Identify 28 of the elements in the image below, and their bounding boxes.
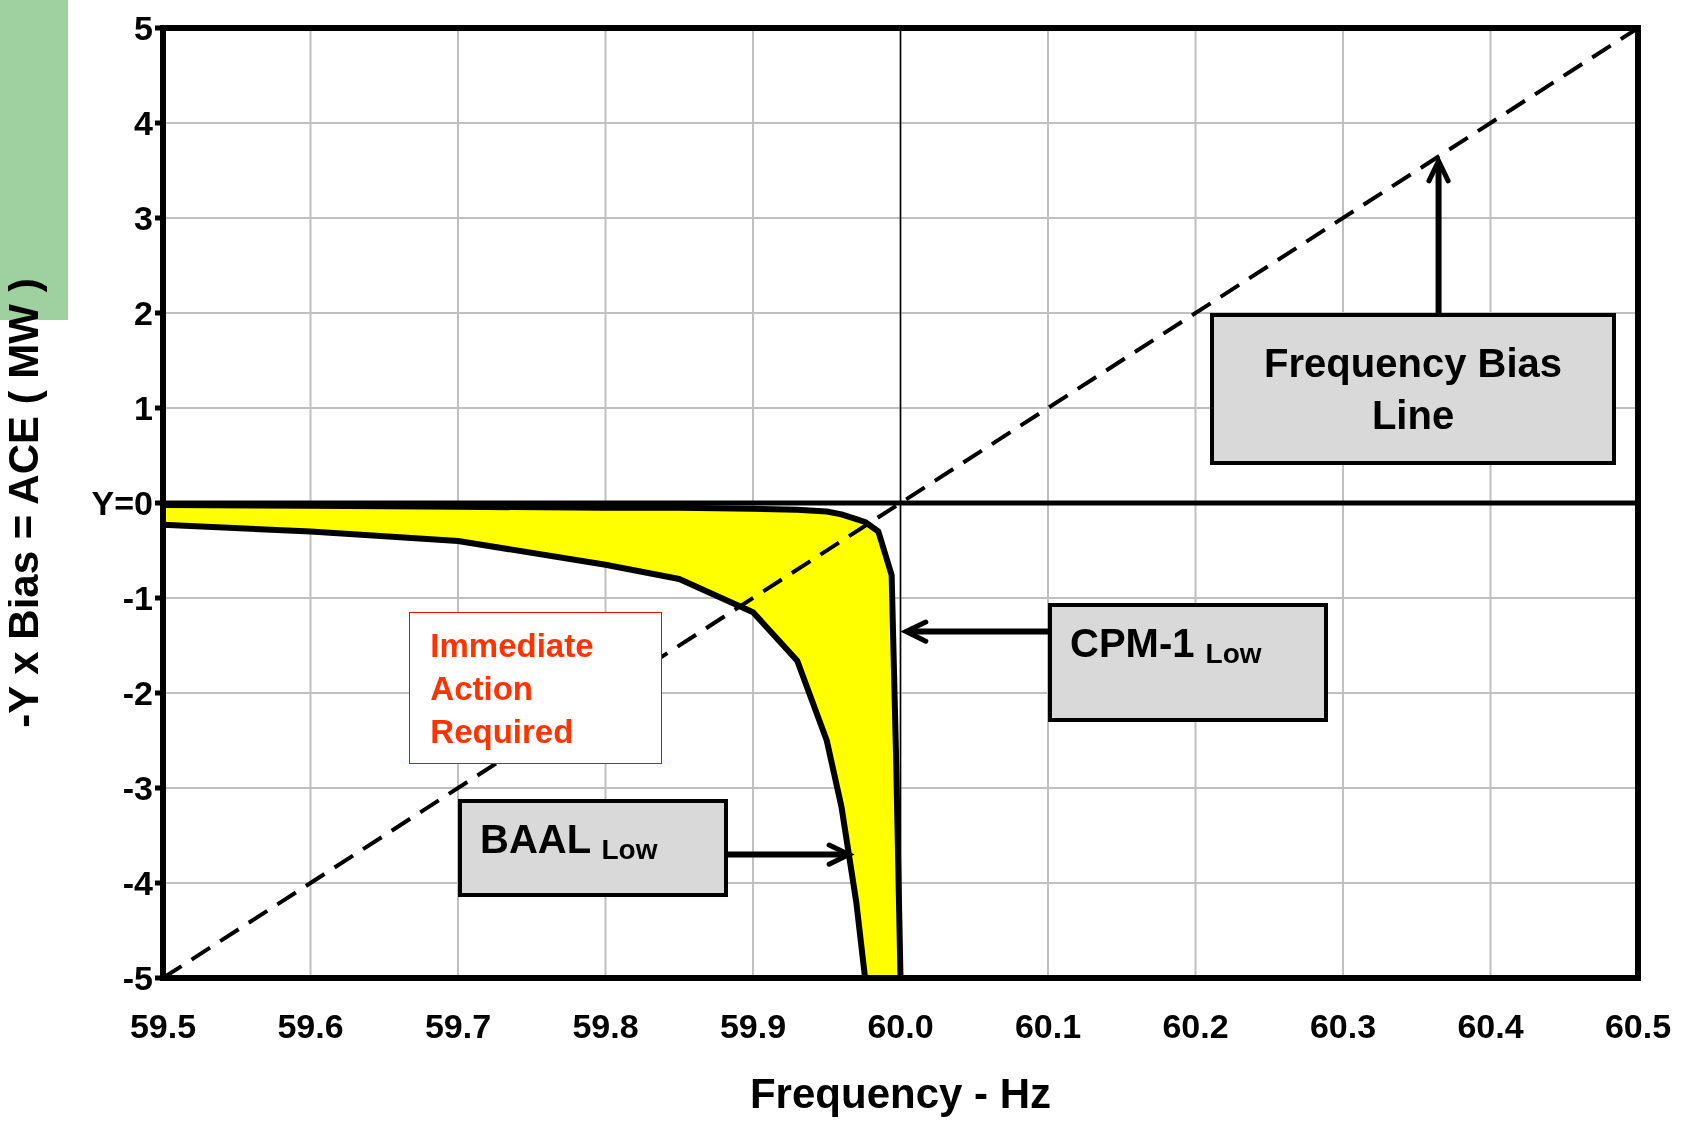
y-tick-label: 1 [134, 389, 153, 428]
y-tick-label: -3 [122, 769, 153, 808]
x-tick-label: 60.1 [1014, 1007, 1082, 1046]
x-tick-label: 60.5 [1604, 1007, 1672, 1046]
x-axis-title: Frequency - Hz [749, 1070, 1052, 1117]
y-tick-label: -5 [122, 959, 153, 998]
x-tick-label: 59.5 [129, 1007, 197, 1046]
y-tick-label: Y=0 [91, 484, 153, 523]
x-tick-label: 60.0 [867, 1007, 934, 1046]
x-tick-label: 59.8 [572, 1007, 639, 1046]
y-tick-label: -2 [122, 674, 153, 713]
y-tick-label: -4 [122, 864, 154, 903]
y-tick-label: 5 [134, 9, 153, 48]
x-tick-label: 60.4 [1457, 1007, 1524, 1046]
x-tick-label: 59.7 [424, 1007, 492, 1046]
x-tick-label: 60.2 [1162, 1007, 1229, 1046]
y-axis-title: -Y x Bias = ACE ( MW ) [0, 278, 47, 728]
x-tick-label: 60.3 [1309, 1007, 1377, 1046]
annotation: Immediate Action Required [430, 626, 595, 753]
x-tick-label: 59.6 [277, 1007, 344, 1046]
x-tick-label: 59.9 [719, 1007, 787, 1046]
y-tick-label: 3 [134, 199, 153, 238]
y-tick-label: 2 [134, 294, 153, 333]
y-tick-label: -1 [122, 579, 153, 618]
annotation: BAAL $_{Low}$ [480, 816, 658, 867]
annotation: Frequency Bias Line [1263, 340, 1563, 439]
y-tick-label: 4 [134, 104, 154, 143]
annotation: CPM-1 $_{Low}$ [1070, 619, 1262, 671]
